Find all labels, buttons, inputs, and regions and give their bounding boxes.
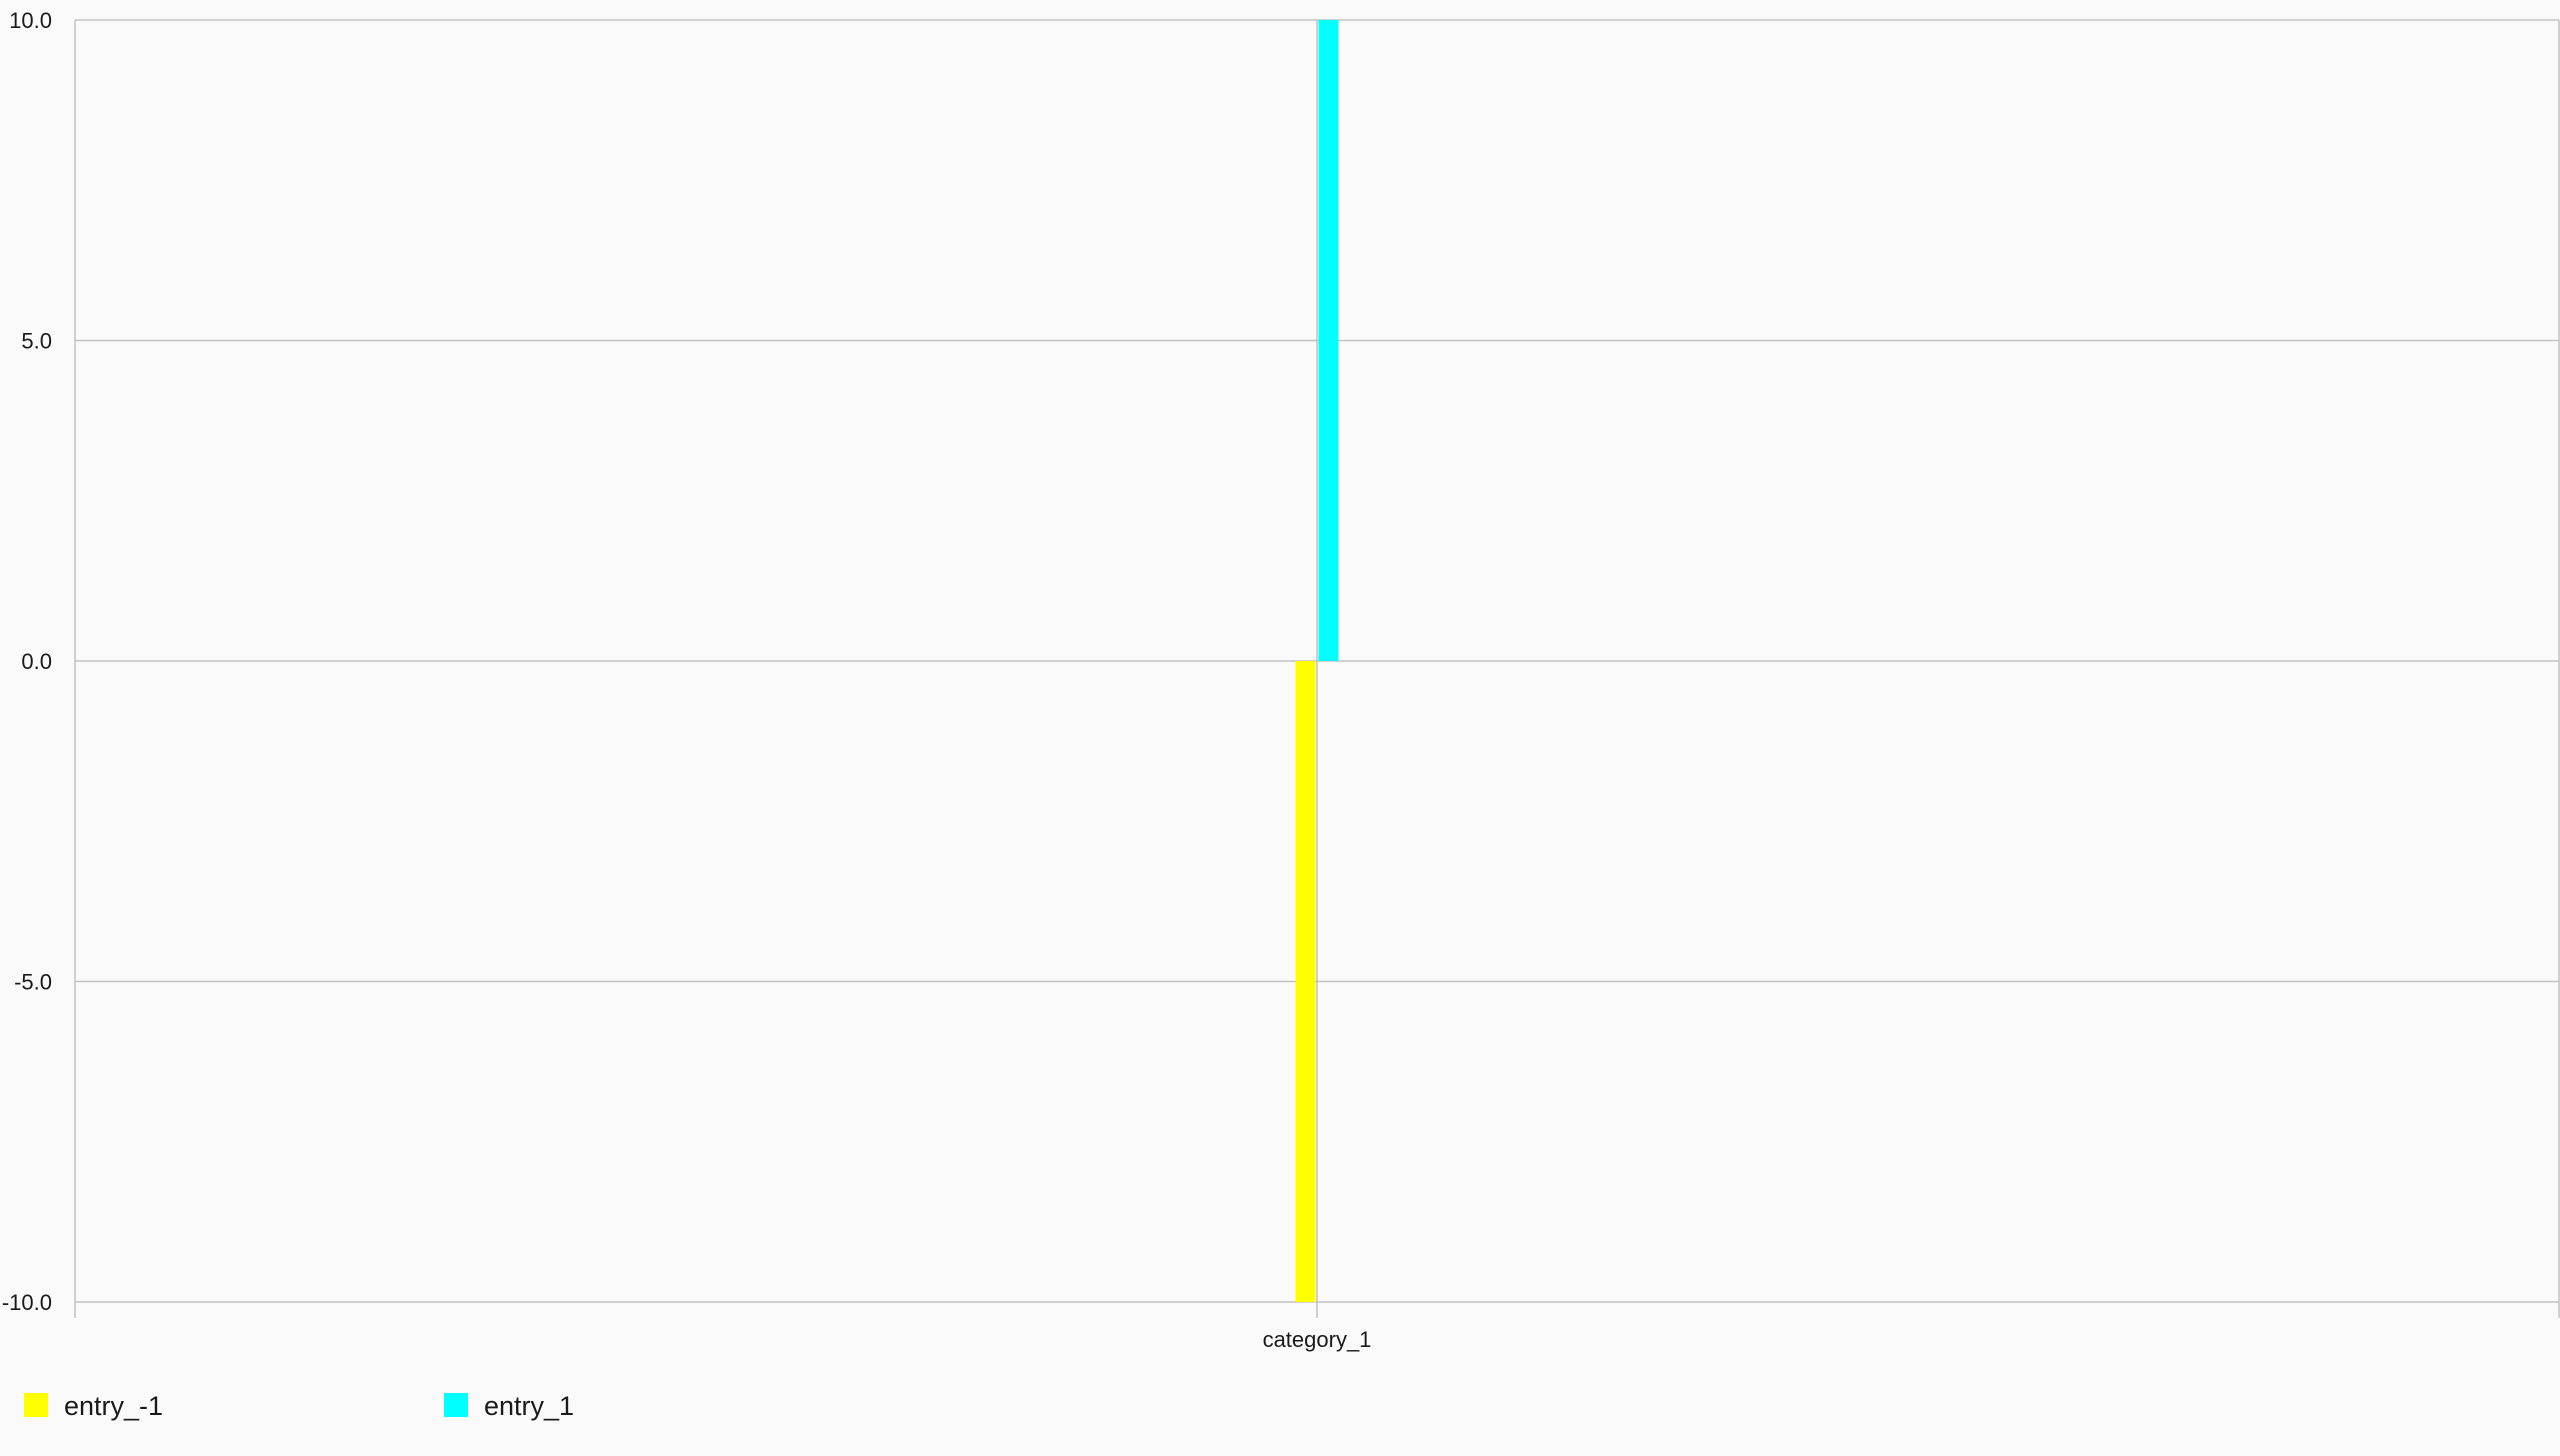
grid-lines [75, 19, 2559, 1318]
bar-entry_1 [1318, 20, 1339, 661]
legend-item: entry_-1 [24, 1391, 163, 1421]
axes [74, 20, 2560, 1318]
y-tick-label: 5.0 [21, 329, 52, 354]
y-tick-label: 10.0 [9, 8, 52, 33]
bars [1295, 20, 1339, 1302]
y-axis-tick-labels: -10.0 -5.0 0.0 5.0 10.0 [2, 8, 52, 1315]
legend: entry_-1 entry_1 [24, 1391, 574, 1421]
legend-item: entry_1 [444, 1391, 574, 1421]
y-tick-label: 0.0 [21, 649, 52, 674]
bar-entry_-1 [1295, 661, 1316, 1302]
x-axis-tick-labels: category_1 [1263, 1327, 1372, 1352]
legend-label: entry_1 [484, 1391, 574, 1421]
y-tick-label: -10.0 [2, 1290, 52, 1315]
legend-swatch [444, 1393, 468, 1417]
x-tick-label: category_1 [1263, 1327, 1372, 1352]
y-tick-label: -5.0 [14, 970, 52, 995]
legend-swatch [24, 1393, 48, 1417]
legend-label: entry_-1 [64, 1391, 163, 1421]
